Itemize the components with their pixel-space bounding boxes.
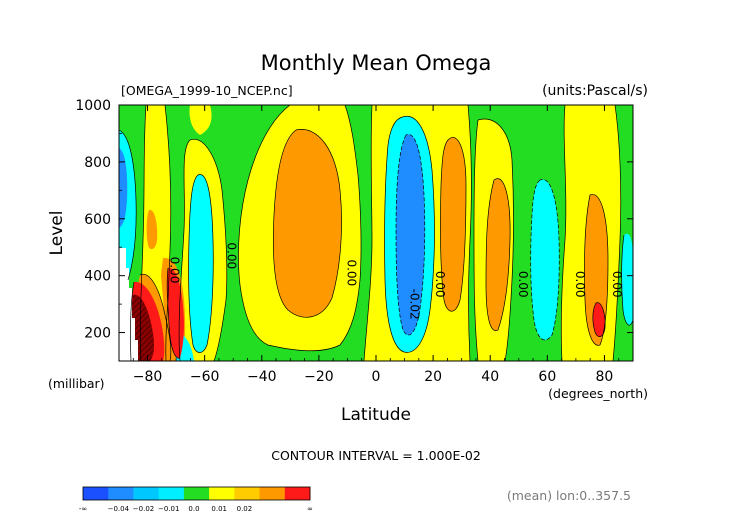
colorbar-label: −0.01: [158, 505, 179, 513]
x-tick-label: 40: [481, 369, 499, 385]
x-tick-label: 0: [372, 369, 381, 385]
x-tick-label: 80: [596, 369, 614, 385]
axes: −80 −60 −40 −20 0 20 40 60 80 200 400 600 800 1000: [75, 98, 634, 385]
colorbar-segment: [158, 487, 185, 500]
contour-field: [119, 105, 633, 361]
contour-label: 0.00: [225, 242, 239, 269]
x-axis-units: (degrees_north): [548, 386, 648, 401]
colorbar-label: 0.02: [237, 505, 253, 513]
y-tick-label: 200: [84, 326, 111, 342]
colorbar-segment: [234, 487, 261, 500]
region-orange: [440, 137, 466, 312]
x-tick-label: −40: [247, 369, 277, 385]
colorbar-segment: [209, 487, 235, 500]
y-tick-label: 400: [84, 269, 111, 285]
region-cyan: [530, 179, 560, 340]
x-tick-label: −60: [190, 369, 220, 385]
colorbar-segment: [108, 487, 134, 500]
units-label: (units:Pascal/s): [542, 83, 648, 99]
region-yellow: [189, 105, 212, 135]
colorbar-frame: [82, 486, 311, 501]
colorbar-segment: [183, 487, 210, 500]
y-tick-label: 800: [84, 155, 111, 171]
colorbar: -∞ −0.04 −0.02 −0.01 0.0 0.01 0.02 ∞: [79, 486, 313, 513]
colorbar-segment: [259, 487, 286, 500]
contour-lines: [119, 105, 633, 361]
y-axis-label: Level: [47, 211, 67, 256]
region-blue: [396, 134, 425, 335]
footer-note: (mean) lon:0..357.5: [507, 488, 631, 503]
region-red: [167, 267, 184, 359]
region-orange: [146, 209, 158, 250]
x-tick-label: −20: [304, 369, 334, 385]
contour-label: 0.00: [167, 257, 181, 284]
region-cyan: [188, 174, 214, 353]
colorbar-label: −0.02: [133, 505, 154, 513]
region-blue: [119, 148, 128, 228]
y-axis-units: (millibar): [48, 376, 105, 391]
region-red: [592, 302, 606, 337]
colorbar-label: 0.0: [188, 505, 199, 513]
region-cyan: [621, 233, 633, 326]
file-label: [OMEGA_1999-10_NCEP.nc]: [121, 83, 293, 98]
x-tick-label: 60: [538, 369, 556, 385]
chart-title: Monthly Mean Omega: [261, 51, 492, 75]
colorbar-label: -∞: [79, 505, 87, 513]
x-tick-label: 20: [424, 369, 442, 385]
contour-label: 0.00: [573, 271, 587, 298]
colorbar-segment: [133, 487, 160, 500]
colorbar-label: ∞: [307, 505, 313, 513]
y-tick-label: 1000: [75, 98, 111, 114]
y-tick-label: 600: [84, 212, 111, 228]
colorbar-segment: [284, 487, 311, 500]
x-tick-label: −80: [133, 369, 163, 385]
colorbar-label: −0.04: [108, 505, 130, 513]
contour-label: -0.02: [407, 289, 421, 320]
contour-label: 0.00: [610, 271, 624, 298]
x-axis-label: Latitude: [341, 405, 411, 425]
contour-labels: 0.00 0.00 0.00 -0.02 0.00 0.00 0.00 0.00: [167, 242, 624, 320]
colorbar-segment: [83, 487, 109, 500]
contour-label: 0.00: [344, 259, 358, 286]
contour-label: 0.00: [433, 271, 447, 298]
region-orange: [486, 178, 511, 331]
colorbar-label: 0.01: [211, 505, 227, 513]
contour-interval-note: CONTOUR INTERVAL = 1.000E-02: [271, 448, 481, 463]
region-orange: [273, 129, 342, 318]
contour-label: 0.00: [516, 271, 530, 298]
